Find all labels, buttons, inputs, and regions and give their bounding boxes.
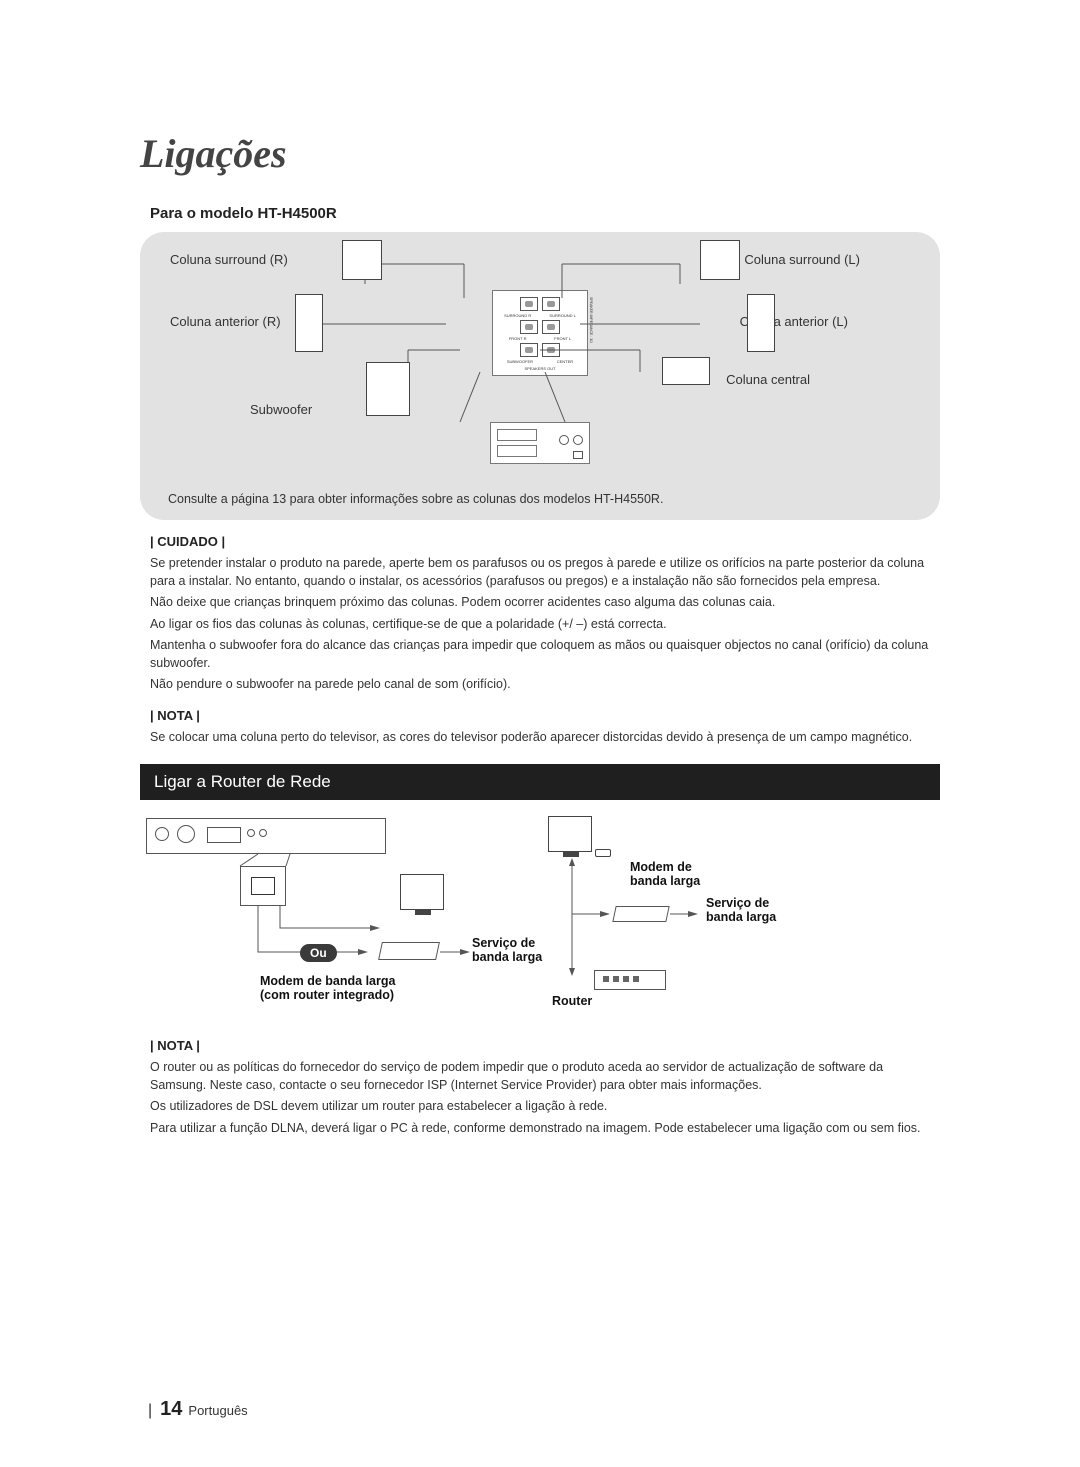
page-footer: | 14 Português (148, 1398, 248, 1421)
main-unit-icon (490, 422, 590, 464)
cuidado-heading: | CUIDADO | (150, 534, 940, 549)
connector-block: SURROUND RSURROUND L FRONT RFRONT L SUBW… (492, 290, 588, 376)
label-router: Router (552, 994, 592, 1008)
label-surround-l: Coluna surround (L) (744, 252, 860, 267)
computer-icon (400, 874, 444, 910)
page-lang: Português (188, 1403, 247, 1418)
cuidado-item: Ao ligar os fios das colunas às colunas,… (150, 616, 940, 634)
speaker-box-icon (342, 240, 382, 280)
label-surround-r: Coluna surround (R) (170, 252, 288, 267)
ou-pill: Ou (300, 944, 337, 962)
cuidado-item: Não deixe que crianças brinquem próximo … (150, 594, 940, 612)
nota1-item: Se colocar uma coluna perto do televisor… (150, 729, 940, 747)
label-center: Coluna central (726, 372, 810, 387)
label-servico-2: Serviço de banda larga (706, 896, 776, 924)
speaker-box-icon (700, 240, 740, 280)
cuidado-item: Se pretender instalar o produto na pared… (150, 555, 940, 590)
page-number: 14 (160, 1398, 182, 1421)
lan-port-icon (240, 866, 286, 906)
label-modem: Modem de banda larga (630, 860, 700, 888)
main-unit-icon (146, 818, 386, 854)
label-subwoofer: Subwoofer (250, 402, 312, 417)
modem-icon (612, 906, 669, 922)
speaker-box-icon (295, 294, 323, 352)
label-modem-integrated: Modem de banda larga (com router integra… (260, 974, 395, 1002)
modem-icon (378, 942, 440, 960)
cuidado-item: Mantenha o subwoofer fora do alcance das… (150, 637, 940, 672)
diagram-footnote: Consulte a página 13 para obter informaç… (168, 492, 663, 506)
nota2-item: O router ou as políticas do fornecedor d… (150, 1059, 940, 1094)
computer-icon (548, 816, 592, 852)
network-diagram: Ou Serviço de banda larga Modem de banda… (140, 814, 940, 1024)
section-bar-network: Ligar a Router de Rede (140, 764, 940, 800)
model-subheading: Para o modelo HT-H4500R (150, 205, 940, 222)
speaker-box-icon (366, 362, 410, 416)
page-title: Ligações (140, 130, 940, 177)
speaker-box-icon (662, 357, 710, 385)
label-servico-1: Serviço de banda larga (472, 936, 542, 964)
nota2-heading: | NOTA | (150, 1038, 940, 1053)
speaker-box-icon (747, 294, 775, 352)
label-front-r: Coluna anterior (R) (170, 314, 281, 329)
nota2-item: Para utilizar a função DLNA, deverá liga… (150, 1120, 940, 1138)
cuidado-item: Não pendure o subwoofer na parede pelo c… (150, 676, 940, 694)
router-icon (594, 970, 666, 990)
nota2-item: Os utilizadores de DSL devem utilizar um… (150, 1098, 940, 1116)
nota1-heading: | NOTA | (150, 708, 940, 723)
speaker-diagram: SURROUND RSURROUND L FRONT RFRONT L SUBW… (140, 232, 940, 520)
